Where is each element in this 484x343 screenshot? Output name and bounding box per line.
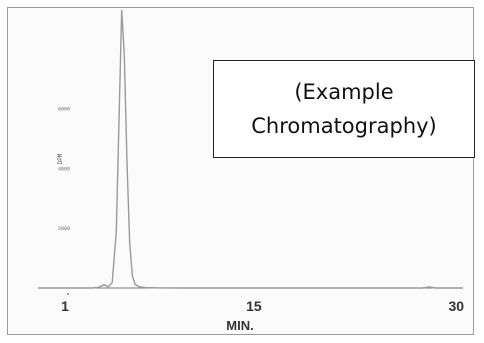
x-tick-label: 30 — [449, 298, 465, 314]
annotation-line-2: Chromatography) — [251, 114, 437, 138]
x-axis-title: MIN. — [226, 318, 253, 333]
x-tick-label: 1 — [61, 298, 69, 314]
y-tick-label: 4000 — [58, 166, 70, 172]
chart-frame: 2000 4000 6000 1 15 30 MIN. DPM (Example Chr… — [7, 7, 475, 335]
annotation-box: (Example Chromatography) — [213, 60, 475, 158]
y-origin-tick — [67, 293, 69, 295]
chromatogram-plot: 2000 4000 6000 1 15 30 MIN. DPM — [38, 9, 465, 333]
series-line — [38, 9, 463, 289]
y-tick-label: 6000 — [58, 107, 70, 113]
y-tick-label: 2000 — [58, 226, 70, 232]
y-axis-title: DPM — [57, 153, 64, 164]
annotation-line-1: (Example — [294, 80, 394, 104]
x-tick-label: 15 — [246, 298, 262, 314]
